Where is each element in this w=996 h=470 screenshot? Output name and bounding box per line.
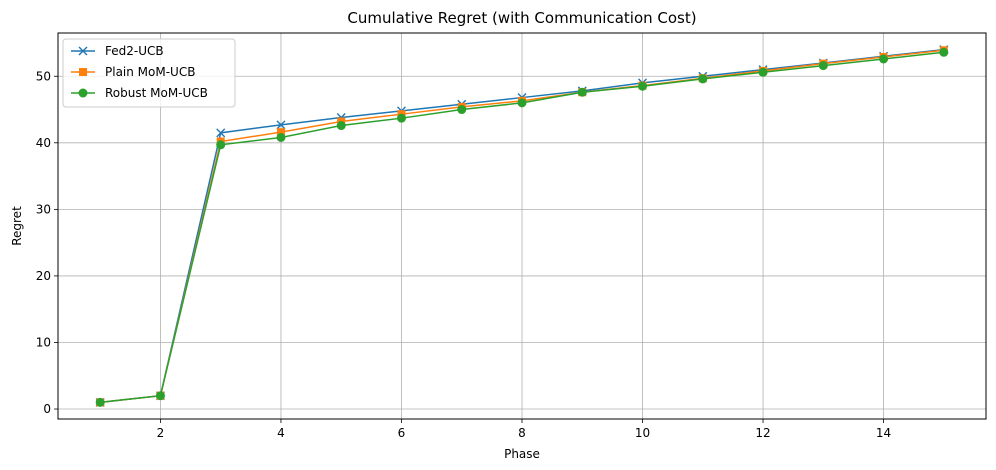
chart-title: Cumulative Regret (with Communication Co… — [347, 9, 696, 27]
data-point-robust-mom-ucb — [879, 54, 889, 64]
data-point-fed2-ucb — [276, 120, 286, 130]
data-point-fed2-ucb — [216, 128, 226, 138]
y-axis: 0 10 20 30 40 50 — [36, 69, 58, 416]
x-tick-label: 8 — [518, 426, 526, 440]
data-point-robust-mom-ucb — [758, 67, 768, 77]
x-tick-label: 10 — [635, 426, 650, 440]
data-point-robust-mom-ucb — [818, 61, 828, 71]
x-axis-label: Phase — [504, 447, 540, 461]
data-point-robust-mom-ucb — [155, 391, 165, 401]
grid — [58, 33, 986, 419]
legend-item: Plain MoM-UCB — [71, 65, 195, 79]
legend: Fed2-UCB Plain MoM-UCB Robust MoM-UCB — [62, 38, 236, 108]
marker-stroke — [78, 46, 88, 56]
legend-marker — [78, 88, 88, 98]
marker-stroke — [216, 128, 226, 138]
data-point-robust-mom-ucb — [457, 105, 467, 115]
x-tick-label: 14 — [876, 426, 891, 440]
legend-box — [62, 38, 236, 108]
data-point-robust-mom-ucb — [276, 132, 286, 142]
x-tick-label: 12 — [755, 426, 770, 440]
data-point-plain-mom-ucb — [276, 128, 285, 137]
data-point-robust-mom-ucb — [517, 98, 527, 108]
legend-item: Fed2-UCB — [71, 44, 164, 58]
legend-marker — [79, 68, 87, 76]
x-tick-label: 6 — [398, 426, 406, 440]
y-axis-label: Regret — [10, 206, 24, 246]
y-tick-label: 50 — [36, 69, 51, 83]
y-tick-label: 40 — [36, 136, 51, 150]
data-point-robust-mom-ucb — [577, 87, 587, 97]
y-tick-label: 0 — [43, 402, 51, 416]
data-point-robust-mom-ucb — [95, 397, 105, 407]
legend-label: Robust MoM-UCB — [105, 86, 208, 100]
y-tick-label: 20 — [36, 269, 51, 283]
x-tick-label: 2 — [157, 426, 165, 440]
y-tick-label: 30 — [36, 202, 51, 216]
legend-label: Fed2-UCB — [105, 44, 164, 58]
y-tick-label: 10 — [36, 335, 51, 349]
data-point-robust-mom-ucb — [216, 140, 226, 150]
x-axis: 2 4 6 8 10 12 14 — [157, 419, 891, 440]
legend-marker — [78, 46, 88, 56]
series-robust-mom-ucb — [95, 47, 949, 407]
legend-label: Plain MoM-UCB — [105, 65, 195, 79]
legend-item: Robust MoM-UCB — [71, 86, 208, 100]
data-point-robust-mom-ucb — [638, 81, 648, 91]
series-layer — [95, 45, 949, 407]
data-point-robust-mom-ucb — [336, 121, 346, 131]
data-point-robust-mom-ucb — [698, 74, 708, 84]
data-point-robust-mom-ucb — [396, 113, 406, 123]
marker-stroke — [276, 120, 286, 130]
x-tick-label: 4 — [277, 426, 285, 440]
data-point-robust-mom-ucb — [939, 47, 949, 57]
